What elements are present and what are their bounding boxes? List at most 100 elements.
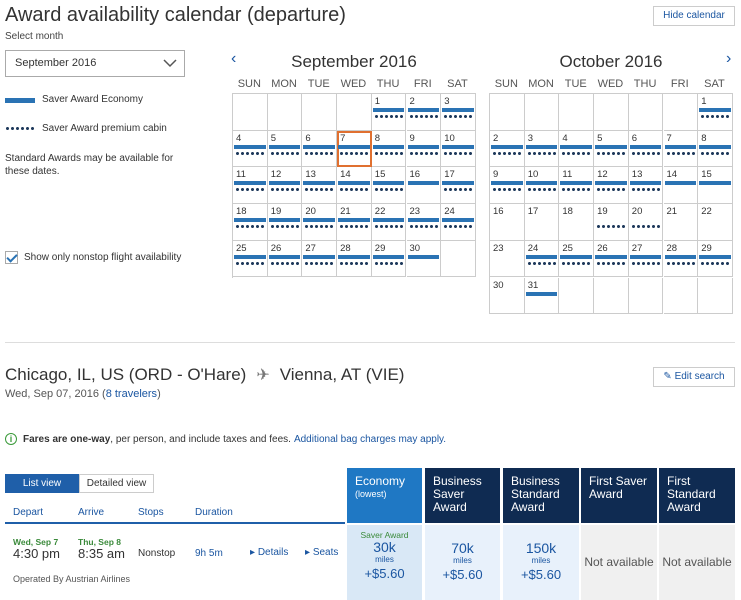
col-stops[interactable]: Stops <box>138 507 164 518</box>
calendar-day[interactable]: 27 <box>628 240 664 278</box>
day-number: 12 <box>597 169 608 181</box>
calendar-day[interactable]: 6 <box>302 130 338 168</box>
calendar-empty-cell <box>594 94 629 131</box>
calendar-day[interactable]: 15 <box>371 167 407 205</box>
fare-header-first-standard[interactable]: First Standard Award <box>659 468 735 523</box>
calendar-day[interactable]: 4 <box>559 130 595 168</box>
calendar-day[interactable]: 16 <box>406 167 442 205</box>
calendar-day[interactable]: 23 <box>490 240 525 278</box>
calendar-day[interactable]: 19 <box>267 204 303 241</box>
calendar-day[interactable]: 2 <box>406 94 442 131</box>
calendar-day[interactable]: 20 <box>302 204 338 241</box>
day-number: 20 <box>631 206 643 218</box>
calendar-day[interactable]: 10 <box>524 167 560 205</box>
saver-premium-dots-icon <box>303 150 336 156</box>
calendar-day[interactable]: 21 <box>337 204 372 241</box>
fare-header-economy[interactable]: Economy (lowest) <box>347 468 422 523</box>
calendar-day[interactable]: 29 <box>698 240 733 278</box>
calendar-day[interactable]: 3 <box>441 94 476 131</box>
calendar-day[interactable]: 6 <box>628 130 664 168</box>
calendar-day[interactable]: 24 <box>441 204 476 241</box>
calendar-day[interactable]: 10 <box>441 130 476 168</box>
prev-month-arrow-icon[interactable]: ‹ <box>231 50 237 67</box>
calendar-day[interactable]: 8 <box>698 130 733 168</box>
seats-link[interactable]: ▸ Seats <box>305 547 338 558</box>
saver-economy-bar-icon <box>303 218 336 223</box>
calendar-day[interactable]: 31 <box>524 277 560 315</box>
calendar-day[interactable]: 19 <box>594 204 629 241</box>
next-month-arrow-icon[interactable]: › <box>726 50 732 67</box>
saver-premium-dots-icon <box>442 150 474 156</box>
calendar-day[interactable]: 25 <box>233 240 268 278</box>
calendar-day[interactable]: 1 <box>371 94 407 131</box>
calendar-day[interactable]: 26 <box>267 240 303 278</box>
fare-cell-business-saver[interactable]: 70k miles +$5.60 <box>425 525 500 600</box>
calendar-day[interactable]: 24 <box>524 240 560 278</box>
nonstop-filter[interactable]: Show only nonstop flight availability <box>5 251 181 264</box>
calendar-day[interactable]: 8 <box>371 130 407 168</box>
saver-economy-bar-icon <box>560 144 593 149</box>
calendar-day[interactable]: 5 <box>267 130 303 168</box>
calendar-day[interactable]: 29 <box>371 240 407 278</box>
calendar-day[interactable]: 18 <box>559 204 595 241</box>
calendar-day[interactable]: 18 <box>233 204 268 241</box>
saver-premium-dots-icon <box>491 187 523 193</box>
calendar-day[interactable]: 22 <box>371 204 407 241</box>
calendar-day[interactable]: 30 <box>490 277 525 315</box>
calendar-day[interactable]: 25 <box>559 240 595 278</box>
seats-label: Seats <box>312 547 339 558</box>
calendar-day[interactable]: 1 <box>698 94 733 131</box>
list-view-tab[interactable]: List view <box>5 474 79 493</box>
calendar-day[interactable]: 23 <box>406 204 442 241</box>
fare-header-first-saver[interactable]: First Saver Award <box>581 468 657 523</box>
fare-miles-unit: miles <box>375 555 394 564</box>
calendar-day[interactable]: 11 <box>233 167 268 205</box>
calendar-day[interactable]: 7 <box>663 130 699 168</box>
saver-premium-dots-icon <box>303 187 336 193</box>
calendar-day[interactable]: 13 <box>628 167 664 205</box>
calendar-day[interactable]: 15 <box>698 167 733 205</box>
bag-charges-link[interactable]: Additional bag charges may apply. <box>293 433 447 445</box>
fare-cell-economy[interactable]: Saver Award 30k miles +$5.60 <box>347 525 422 600</box>
calendar-day[interactable]: 7 <box>337 130 372 168</box>
saver-economy-bar-icon <box>234 254 266 259</box>
calendar-day[interactable]: 5 <box>594 130 629 168</box>
fare-cell-business-standard[interactable]: 150k miles +$5.60 <box>503 525 579 600</box>
fare-header-business-standard[interactable]: Business Standard Award <box>503 468 579 523</box>
travelers-link[interactable]: 8 travelers <box>105 388 158 400</box>
calendar-day[interactable]: 17 <box>441 167 476 205</box>
col-arrive[interactable]: Arrive <box>78 507 105 518</box>
calendar-day[interactable]: 27 <box>302 240 338 278</box>
saver-economy-bar-icon <box>525 181 558 186</box>
col-duration[interactable]: Duration <box>195 507 233 518</box>
calendar-day[interactable]: 2 <box>490 130 525 168</box>
calendar-day[interactable]: 9 <box>406 130 442 168</box>
calendar-day[interactable]: 9 <box>490 167 525 205</box>
calendar-day[interactable]: 3 <box>524 130 560 168</box>
edit-search-button[interactable]: ✎ Edit search <box>653 367 735 387</box>
calendar-day[interactable]: 26 <box>594 240 629 278</box>
calendar-day[interactable]: 28 <box>337 240 372 278</box>
calendar-day[interactable]: 17 <box>524 204 560 241</box>
calendar-day[interactable]: 14 <box>337 167 372 205</box>
day-number: 30 <box>409 242 421 254</box>
calendar-day[interactable]: 20 <box>628 204 664 241</box>
calendar-day[interactable]: 13 <box>302 167 338 205</box>
calendar-day[interactable]: 12 <box>594 167 629 205</box>
col-depart[interactable]: Depart <box>13 507 44 518</box>
calendar-day[interactable]: 4 <box>233 130 268 168</box>
month-select[interactable]: September 2016 <box>5 50 185 77</box>
calendar-day[interactable]: 14 <box>663 167 699 205</box>
calendar-day[interactable]: 16 <box>490 204 525 241</box>
details-link[interactable]: ▸ Details <box>250 547 288 558</box>
nonstop-checkbox[interactable] <box>5 251 18 264</box>
calendar-day[interactable]: 30 <box>406 240 442 278</box>
calendar-day[interactable]: 12 <box>267 167 303 205</box>
fare-header-business-saver[interactable]: Business Saver Award <box>425 468 500 523</box>
detailed-view-tab[interactable]: Detailed view <box>79 474 154 493</box>
hide-calendar-button[interactable]: Hide calendar <box>653 6 735 26</box>
calendar-day[interactable]: 21 <box>663 204 699 241</box>
calendar-day[interactable]: 28 <box>663 240 699 278</box>
calendar-day[interactable]: 22 <box>698 204 733 241</box>
calendar-day[interactable]: 11 <box>559 167 595 205</box>
